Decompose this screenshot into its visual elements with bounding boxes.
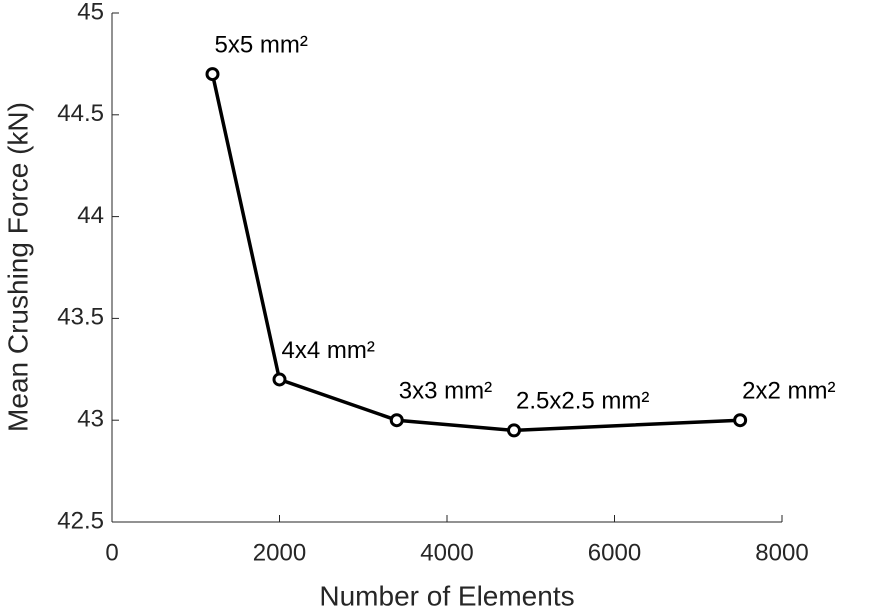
x-tick-label: 0 xyxy=(105,539,118,566)
point-marker xyxy=(389,413,404,428)
y-tick-label: 43.5 xyxy=(57,304,104,331)
point-label: 5x5 mm² xyxy=(215,31,308,58)
y-axis-label: Mean Crushing Force (kN) xyxy=(2,102,33,432)
y-tick-label: 43 xyxy=(77,406,104,433)
point-marker xyxy=(733,413,748,428)
x-tick-label: 8000 xyxy=(755,539,808,566)
x-tick-label: 4000 xyxy=(420,539,473,566)
y-tick-label: 44 xyxy=(77,202,104,229)
point-marker xyxy=(507,423,521,438)
point-label: 3x3 mm² xyxy=(399,378,492,405)
x-axis-label: Number of Elements xyxy=(319,580,574,611)
point-marker xyxy=(272,372,287,387)
y-tick-label: 44.5 xyxy=(57,100,104,127)
y-tick-label: 42.5 xyxy=(57,507,104,534)
point-label: 4x4 mm² xyxy=(282,337,375,364)
x-tick-label: 6000 xyxy=(588,539,641,566)
x-tick-label: 2000 xyxy=(253,539,306,566)
y-tick-label: 45 xyxy=(77,0,104,25)
point-label: 2x2 mm² xyxy=(742,378,835,405)
point-label: 2.5x2.5 mm² xyxy=(516,388,649,415)
point-marker xyxy=(205,67,220,82)
